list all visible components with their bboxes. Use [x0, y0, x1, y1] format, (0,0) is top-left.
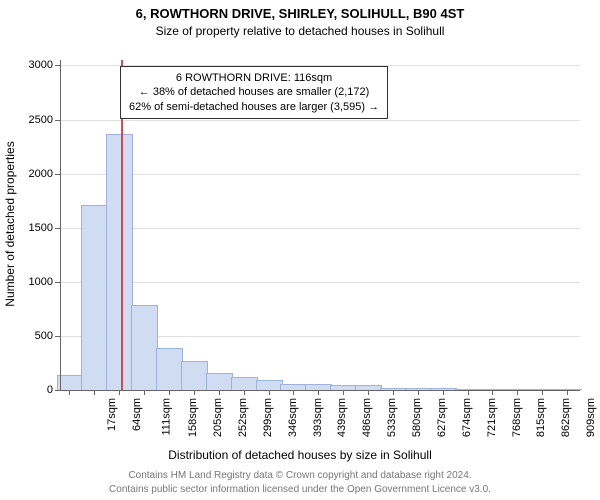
x-tick-label: 815sqm: [536, 398, 548, 437]
histogram-bar: [181, 361, 208, 390]
x-tick-mark: [293, 390, 294, 395]
x-tick-label: 205sqm: [212, 398, 224, 437]
x-tick-mark: [144, 390, 145, 395]
y-axis-title: Number of detached properties: [3, 124, 17, 324]
y-tick-label: 1500: [18, 222, 53, 234]
x-tick-label: 111sqm: [160, 398, 172, 436]
x-tick-mark: [219, 390, 220, 395]
grid-line: [60, 228, 580, 229]
x-tick-mark: [194, 390, 195, 395]
y-tick-label: 500: [18, 330, 53, 342]
x-tick-mark: [468, 390, 469, 395]
x-tick-mark: [343, 390, 344, 395]
x-tick-label: 721sqm: [486, 398, 498, 437]
x-tick-mark: [443, 390, 444, 395]
grid-line: [60, 282, 580, 283]
annotation-line-1: 6 ROWTHORN DRIVE: 116sqm: [129, 71, 379, 85]
x-tick-mark: [94, 390, 95, 395]
x-axis-line: [60, 390, 580, 391]
x-tick-label: 533sqm: [386, 398, 398, 437]
y-axis-line: [60, 60, 61, 390]
x-tick-label: 346sqm: [287, 398, 299, 437]
x-tick-mark: [368, 390, 369, 395]
histogram-bar: [156, 348, 183, 390]
y-tick-label: 0: [18, 384, 53, 396]
x-tick-mark: [119, 390, 120, 395]
x-tick-mark: [517, 390, 518, 395]
x-tick-mark: [418, 390, 419, 395]
chart-container: 6, ROWTHORN DRIVE, SHIRLEY, SOLIHULL, B9…: [0, 0, 600, 500]
x-tick-mark: [318, 390, 319, 395]
x-tick-mark: [542, 390, 543, 395]
histogram-bar: [256, 380, 283, 390]
x-tick-mark: [393, 390, 394, 395]
x-tick-label: 674sqm: [461, 398, 473, 437]
x-tick-mark: [492, 390, 493, 395]
histogram-bar: [231, 377, 258, 390]
annotation-line-3: 62% of semi-detached houses are larger (…: [129, 100, 379, 114]
x-tick-label: 862sqm: [561, 398, 573, 437]
x-tick-label: 909sqm: [585, 398, 597, 437]
histogram-bar: [81, 205, 108, 390]
x-axis-title: Distribution of detached houses by size …: [0, 448, 600, 462]
x-tick-label: 17sqm: [106, 398, 118, 431]
x-tick-label: 627sqm: [436, 398, 448, 437]
histogram-bar: [131, 305, 158, 390]
chart-subtitle: Size of property relative to detached ho…: [0, 24, 600, 38]
annotation-box: 6 ROWTHORN DRIVE: 116sqm ← 38% of detach…: [120, 66, 388, 119]
x-tick-mark: [269, 390, 270, 395]
grid-line: [60, 120, 580, 121]
x-tick-label: 252sqm: [237, 398, 249, 437]
x-tick-label: 64sqm: [131, 398, 143, 431]
grid-line: [60, 174, 580, 175]
x-tick-mark: [69, 390, 70, 395]
footer-line-1: Contains HM Land Registry data © Crown c…: [0, 470, 600, 481]
x-tick-mark: [169, 390, 170, 395]
x-tick-label: 768sqm: [511, 398, 523, 437]
x-tick-label: 439sqm: [336, 398, 348, 437]
x-tick-label: 393sqm: [312, 398, 324, 437]
y-tick-label: 2500: [18, 114, 53, 126]
histogram-bar: [206, 373, 233, 390]
annotation-line-2: ← 38% of detached houses are smaller (2,…: [129, 85, 379, 99]
x-tick-label: 486sqm: [361, 398, 373, 437]
y-tick-label: 3000: [18, 59, 53, 71]
chart-title: 6, ROWTHORN DRIVE, SHIRLEY, SOLIHULL, B9…: [0, 6, 600, 21]
x-tick-label: 158sqm: [187, 398, 199, 437]
y-tick-label: 1000: [18, 276, 53, 288]
x-tick-label: 580sqm: [411, 398, 423, 437]
x-tick-label: 299sqm: [262, 398, 274, 437]
x-tick-mark: [567, 390, 568, 395]
footer-line-2: Contains public sector information licen…: [0, 484, 600, 495]
x-tick-mark: [244, 390, 245, 395]
y-tick-label: 2000: [18, 168, 53, 180]
